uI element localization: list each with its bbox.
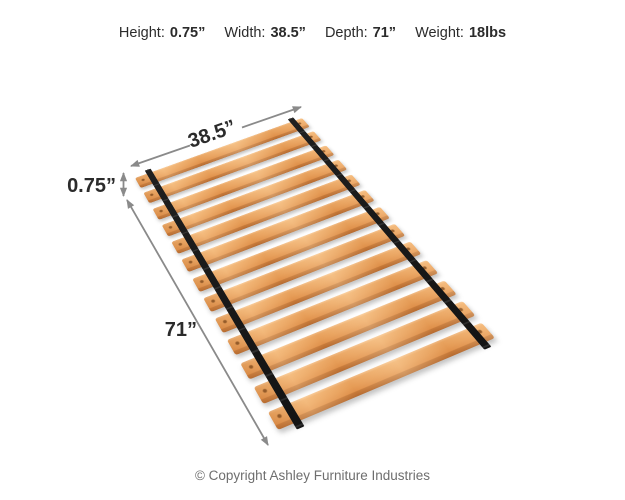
slat-roll-image xyxy=(135,117,496,430)
depth-dimension-label: 71” xyxy=(165,319,197,341)
spec-depth: Depth: 71” xyxy=(325,25,396,41)
spec-weight-value: 18lbs xyxy=(468,25,507,41)
spec-height: Height: 0.75” xyxy=(119,25,205,41)
copyright-text: © Copyright Ashley Furniture Industries xyxy=(194,468,431,483)
spec-height-label: Height: xyxy=(118,25,165,41)
spec-width: Width: 38.5” xyxy=(224,25,306,41)
spec-width-label: Width: xyxy=(224,25,266,41)
spec-header: Height: 0.75” Width: 38.5” Depth: 71” Weigh… xyxy=(0,25,625,41)
thickness-dimension-label: 0.75” xyxy=(67,175,116,197)
slat-layer xyxy=(135,117,496,430)
spec-depth-label: Depth: xyxy=(324,25,368,41)
spec-width-value: 38.5” xyxy=(270,25,306,41)
spec-depth-value: 71” xyxy=(372,25,397,41)
spec-height-value: 0.75” xyxy=(169,25,206,41)
spec-weight-label: Weight: xyxy=(415,25,464,41)
spec-weight: Weight: 18lbs xyxy=(415,25,506,41)
